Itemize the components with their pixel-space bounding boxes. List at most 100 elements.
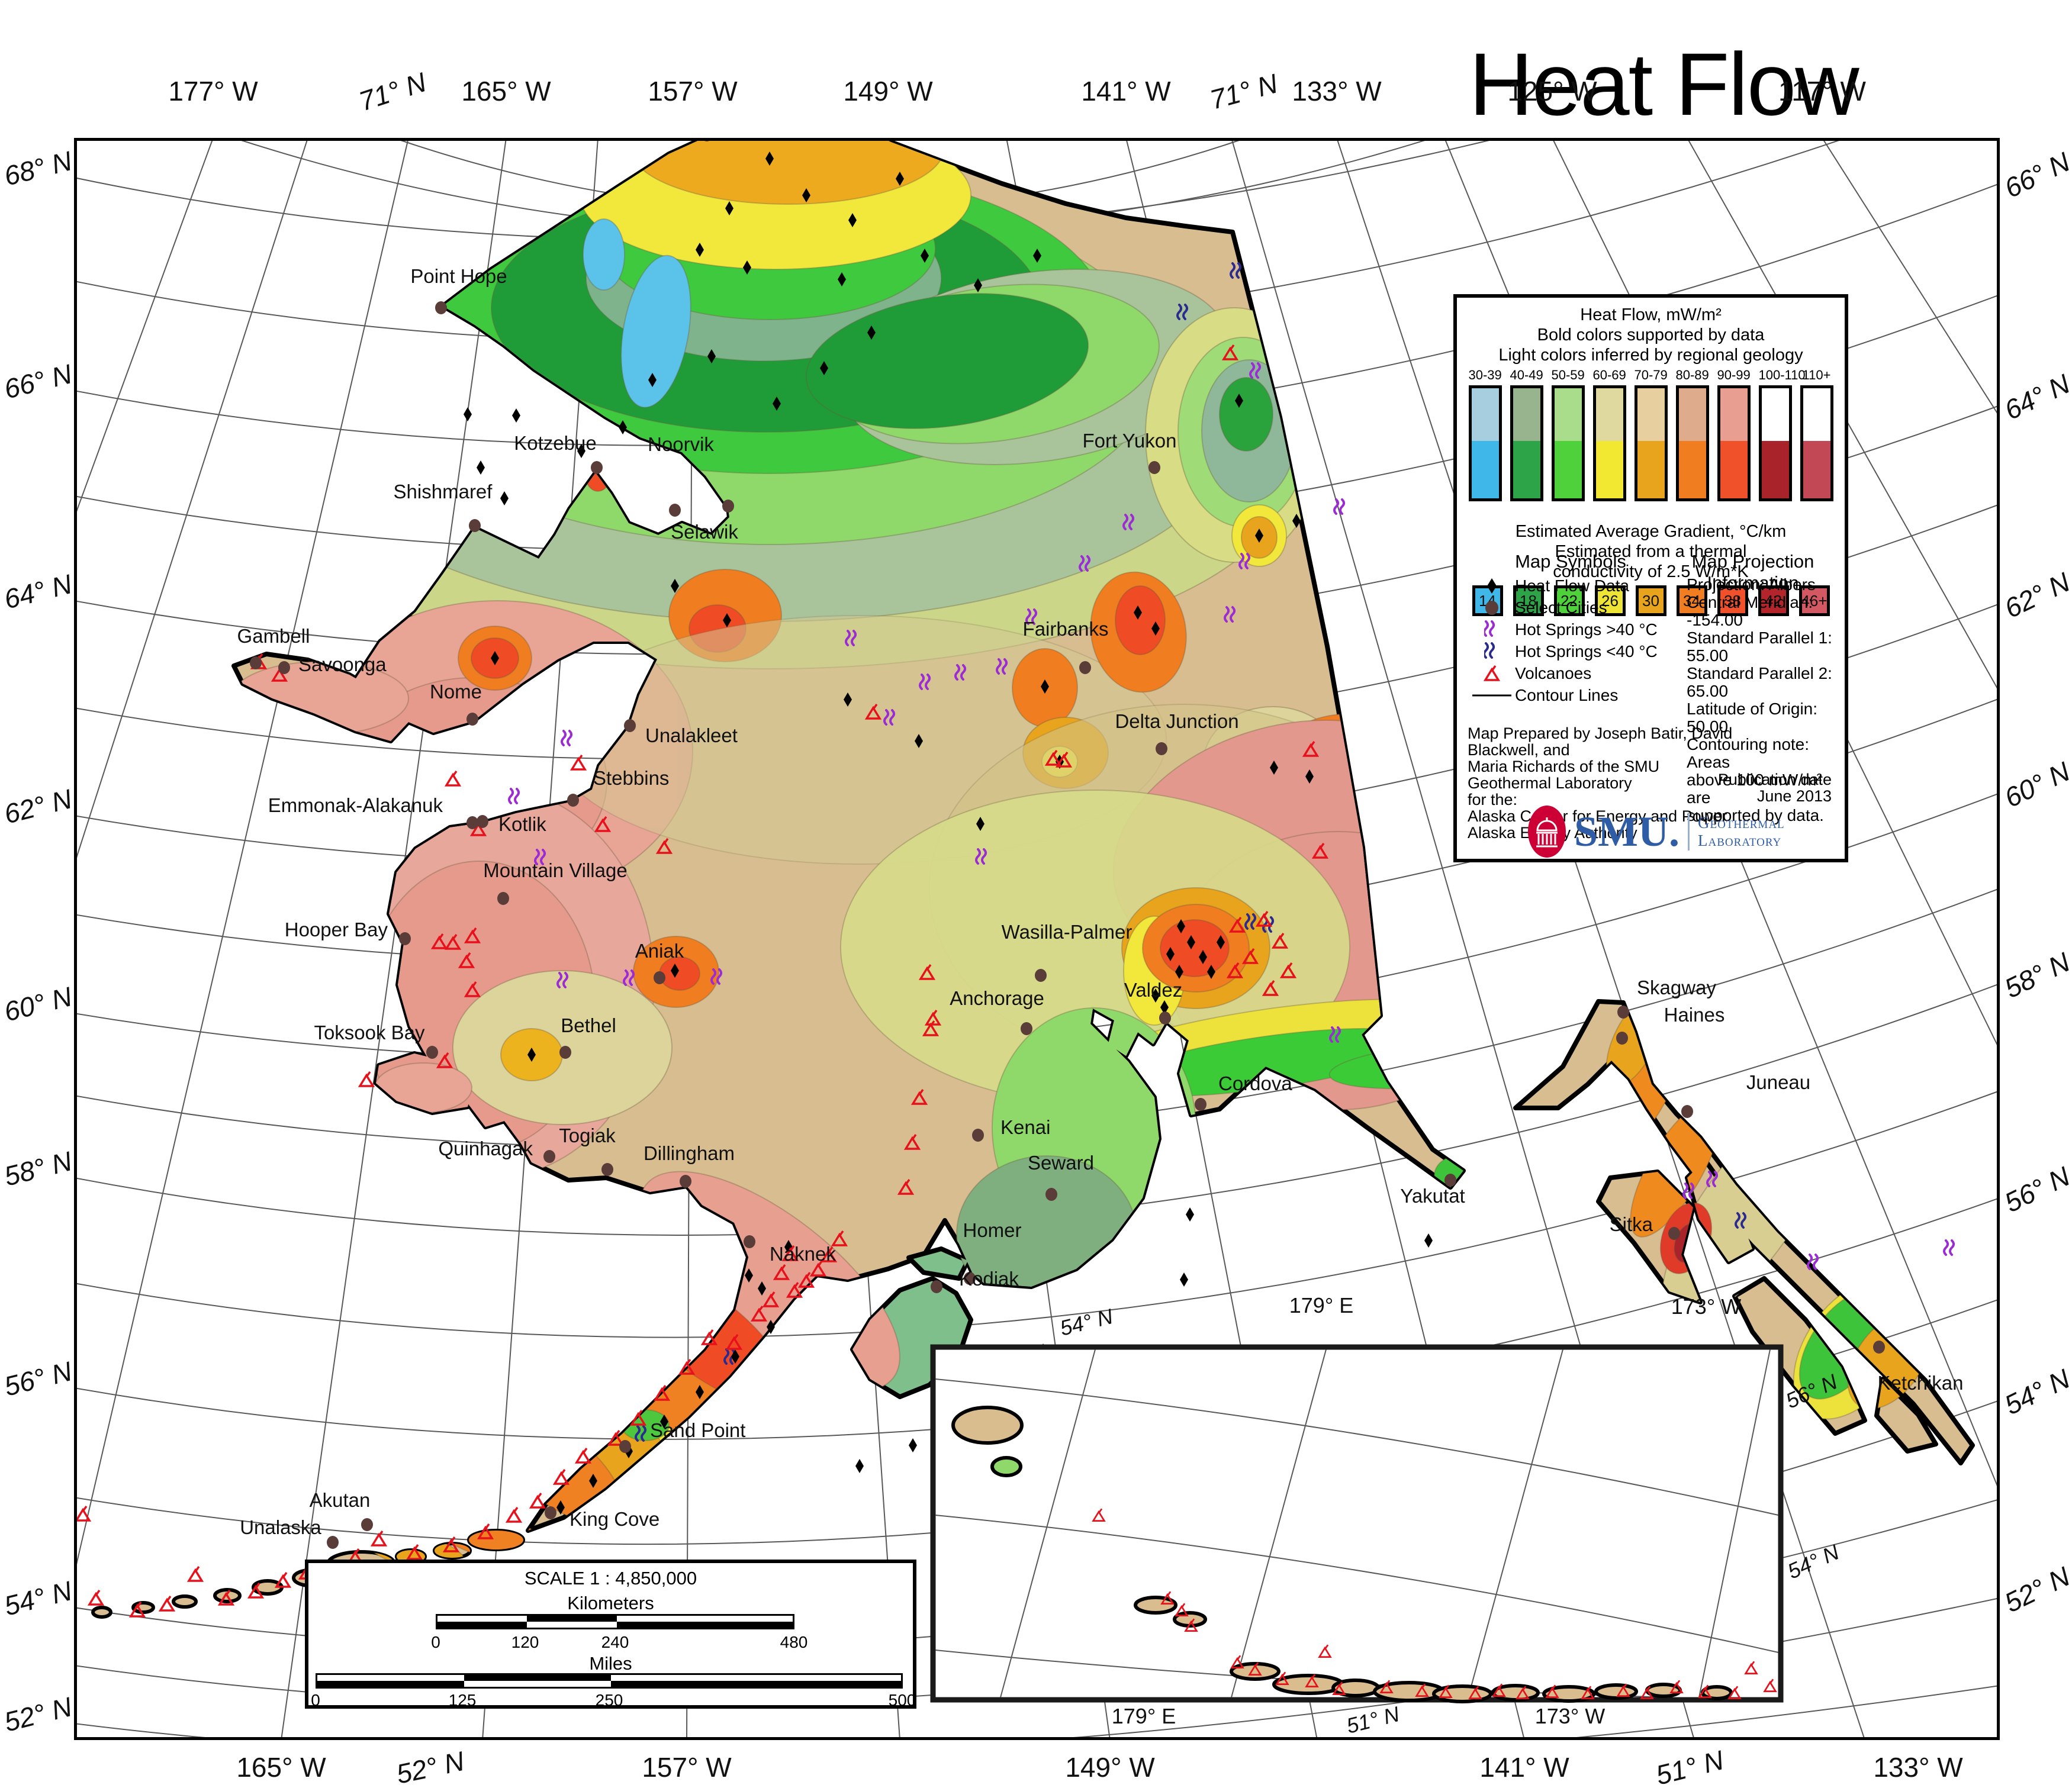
heat-flow-diamond bbox=[725, 201, 733, 215]
volcano-icon bbox=[464, 981, 481, 997]
city-dot bbox=[964, 1272, 976, 1285]
heat-flow-diamond bbox=[1207, 965, 1215, 979]
heat-flow-diamond bbox=[1292, 514, 1301, 528]
city-label: Stebbins bbox=[593, 767, 669, 789]
volcano-icon bbox=[217, 1589, 235, 1606]
volcano-icon bbox=[1492, 1683, 1506, 1697]
publication-line: Publication date bbox=[1717, 771, 1832, 788]
graticule-label-left: 66° N bbox=[1, 358, 75, 405]
volcano-icon bbox=[1744, 1661, 1758, 1675]
legend-symbol-row: Hot Springs <40 °C bbox=[1469, 640, 1658, 662]
city-label: Sitka bbox=[1610, 1213, 1653, 1235]
heat-flow-class-bar bbox=[1510, 385, 1543, 501]
city-dot bbox=[1195, 1098, 1206, 1111]
graticule-label-top: 117° W bbox=[1778, 76, 1867, 107]
city-label: Fairbanks bbox=[1023, 618, 1109, 640]
volcano-icon bbox=[762, 1291, 780, 1307]
graticule-label-bottom: 51° N bbox=[1653, 1744, 1727, 1788]
city-label: Kotzebue bbox=[514, 432, 596, 454]
city-dot bbox=[466, 713, 478, 726]
heat-flow-diamond bbox=[1217, 935, 1225, 949]
city-label: Unalakleet bbox=[645, 724, 738, 746]
graticule-label-left: 58° N bbox=[1, 1145, 75, 1192]
hot-spring-warm-icon bbox=[1706, 1171, 1718, 1187]
heat-flow-class-label: 110+ bbox=[1802, 368, 1831, 382]
hot-spring-warm-icon bbox=[556, 972, 568, 988]
heat-flow-class-bold-color bbox=[1637, 441, 1665, 498]
heat-flow-class: 90-99 bbox=[1717, 368, 1751, 501]
city-label: Kenai bbox=[1000, 1116, 1050, 1138]
hot-spring-cool-icon bbox=[1244, 913, 1256, 930]
city-dot bbox=[1045, 1188, 1057, 1201]
hot-spring-warm-icon bbox=[710, 968, 722, 985]
city-label: Skagway bbox=[1637, 977, 1716, 998]
publication-line: June 2013 bbox=[1756, 787, 1832, 805]
city-label: Juneau bbox=[1746, 1071, 1810, 1093]
volcano-icon bbox=[529, 1492, 546, 1509]
graticule-label-right: 62° N bbox=[2000, 566, 2072, 624]
graticule-label-top: 141° W bbox=[1081, 76, 1171, 107]
volcano-icon bbox=[1279, 962, 1297, 978]
city-dot bbox=[1156, 742, 1167, 755]
volcano-icon bbox=[158, 1595, 176, 1612]
hot-spring-warm-icon bbox=[561, 730, 572, 746]
volcano-icon bbox=[773, 1264, 790, 1280]
heat-flow-class-light-color bbox=[1554, 388, 1582, 442]
heat-flow-diamond bbox=[1177, 919, 1185, 933]
heat-flow-class: 100-110 bbox=[1758, 368, 1806, 501]
legend-heading-units: Heat Flow, mW/m² bbox=[1580, 305, 1722, 324]
hot-spring-warm-icon bbox=[1682, 1183, 1694, 1199]
legend-heading-bold: Bold colors supported by data bbox=[1537, 326, 1765, 344]
city-label: Kotlik bbox=[498, 813, 546, 835]
volcano-icon bbox=[700, 1329, 718, 1345]
volcano-icon bbox=[1255, 910, 1273, 927]
volcano-icon bbox=[1160, 1591, 1175, 1605]
legend-symbol-row: Hot Springs >40 °C bbox=[1469, 618, 1658, 640]
graticule-label-top: 177° W bbox=[168, 76, 258, 107]
city-dot bbox=[545, 1506, 556, 1519]
city-label: Togiak bbox=[559, 1125, 616, 1146]
city-label: Emmonak-Alakanuk bbox=[268, 794, 443, 816]
heat-flow-class-label: 60-69 bbox=[1592, 368, 1626, 382]
heat-flow-class-light-color bbox=[1595, 388, 1623, 442]
heat-flow-diamond bbox=[1255, 529, 1263, 543]
gradient-class-swatch: 34 bbox=[1676, 585, 1707, 616]
volcano-icon bbox=[1469, 663, 1515, 684]
city-label: Nome bbox=[430, 681, 482, 703]
city-dot bbox=[327, 1536, 339, 1549]
city-dot bbox=[361, 1518, 373, 1531]
heat-flow-class-label: 80-89 bbox=[1675, 368, 1709, 382]
heat-flow-class-label: 70-79 bbox=[1634, 368, 1668, 382]
city-dot bbox=[1159, 1011, 1171, 1025]
graticule-label-bottom: 133° W bbox=[1873, 1752, 1963, 1783]
heat-flow-class-bold-color bbox=[1803, 441, 1830, 498]
heat-flow-class-label: 50-59 bbox=[1551, 368, 1585, 382]
city-label: Homer bbox=[963, 1219, 1021, 1241]
city-dot bbox=[680, 1175, 691, 1188]
city-dot bbox=[669, 504, 681, 517]
city-dot bbox=[722, 500, 734, 513]
city-dot bbox=[1873, 1341, 1885, 1354]
volcano-icon bbox=[897, 1178, 915, 1195]
graticule-label-top: 133° W bbox=[1292, 76, 1382, 107]
volcano-icon bbox=[1241, 948, 1259, 964]
gradient-class-swatch: 22 bbox=[1553, 585, 1585, 616]
city-label: Hooper Bay bbox=[285, 919, 388, 940]
hot-spring-warm-icon bbox=[1329, 1026, 1341, 1043]
heat-flow-diamond bbox=[464, 407, 472, 421]
volcano-icon bbox=[1302, 740, 1320, 757]
scale-mi-tick: 0 bbox=[311, 1691, 320, 1709]
smu-lab-word1: Geothermal bbox=[1698, 814, 1785, 832]
graticule-label-top: 157° W bbox=[648, 76, 738, 107]
volcano-icon bbox=[1468, 1686, 1482, 1700]
heat-flow-diamond bbox=[731, 1349, 739, 1364]
projection-info-title: Map Projection Information bbox=[1691, 551, 1814, 593]
heat-flow-class-bold-color bbox=[1761, 441, 1789, 498]
volcano-icon bbox=[444, 770, 462, 787]
city-dot bbox=[435, 301, 447, 314]
line-icon bbox=[1469, 692, 1515, 698]
heat-flow-diamond bbox=[707, 349, 716, 363]
volcano-icon bbox=[1379, 1680, 1394, 1694]
heat-flow-class-bar bbox=[1800, 385, 1833, 501]
inset-graticule-label: 179° E bbox=[1112, 1704, 1176, 1728]
